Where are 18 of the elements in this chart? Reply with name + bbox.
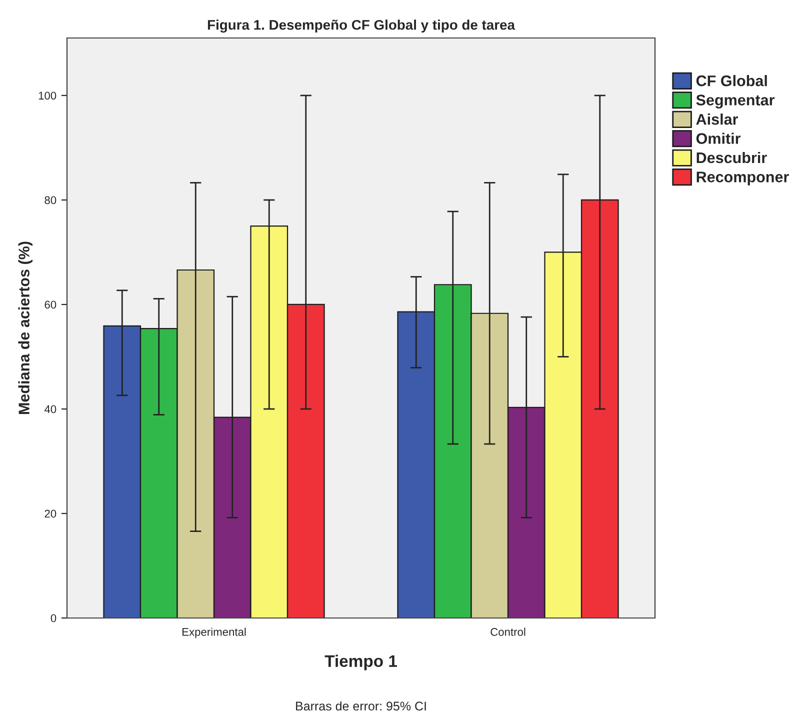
y-tick-label: 100 [38,92,56,100]
x-axis-title: Tiempo 1 [324,654,397,670]
y-tick-label: 60 [44,300,56,309]
x-tick-label: Experimental [182,628,246,638]
legend-label: Segmentar [696,94,775,109]
legend-label: Descubrir [696,152,767,164]
legend-label: Omitir [696,132,741,144]
legend-label: Recomponer [696,172,789,186]
y-tick-label: 20 [44,510,56,518]
legend-label: Aislar [696,114,738,125]
y-tick-label: 80 [44,196,56,204]
legend-label: CF Global [696,75,767,86]
text: Barras de error: 95% CI [296,701,426,711]
y-tick-label: 40 [44,405,56,414]
y-tick-label: 0 [50,614,56,622]
x-tick-label: Control [490,628,526,636]
chart-title: Figura 1. Desempeño CF Global y tipo de tarea [208,20,516,33]
y-axis-title: Mediana de aciertos (%) [18,242,32,414]
